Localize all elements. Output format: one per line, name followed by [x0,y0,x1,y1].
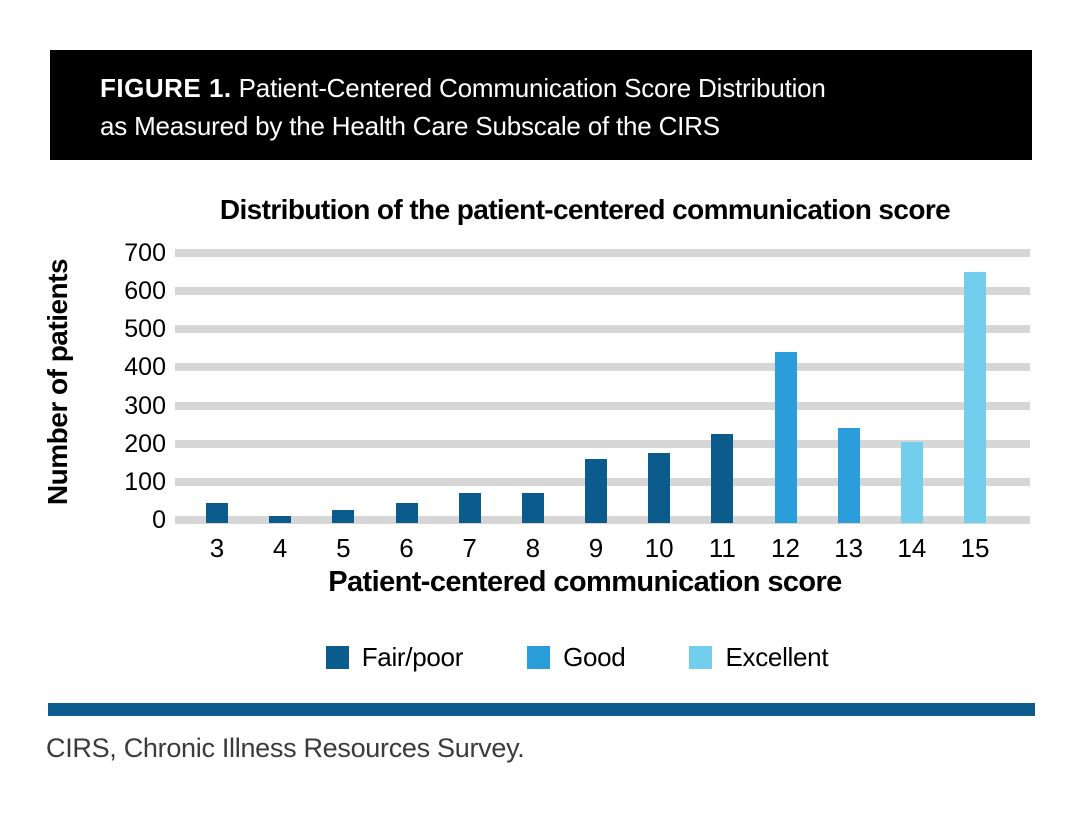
y-tick-label-500: 500 [124,315,166,344]
legend-item-excellent: Excellent [689,642,829,673]
y-tick-label-200: 200 [124,429,166,458]
gridline-500 [175,325,1030,334]
y-tick-label-0: 0 [152,506,166,534]
bottom-rule-divider [48,703,1035,716]
bar-score-6 [395,502,418,523]
gridline-400 [175,363,1030,372]
y-tick-label-700: 700 [124,239,166,267]
legend-label-excellent: Excellent [725,642,829,672]
bar-score-8 [521,493,544,523]
bar-score-15 [964,272,986,523]
y-tick-label-400: 400 [124,353,166,382]
figure-title-part1: Patient-Centered Communication Score Dis… [231,73,826,103]
figure-number-label: FIGURE 1. [100,73,232,103]
x-tick-label-7: 7 [462,533,477,563]
legend-item-fair-poor: Fair/poor [325,642,464,673]
bar-score-12 [774,352,797,523]
legend-swatch-excellent [689,646,713,669]
bar-score-5 [332,510,355,523]
x-tick-label-6: 6 [399,533,414,563]
legend-swatch-fair-poor [325,646,349,669]
legend-swatch-good [527,646,551,669]
chart-title: Distribution of the patient-centered com… [219,194,951,225]
gridline-300 [175,401,1030,410]
bar-score-13 [837,428,860,523]
bar-score-11 [711,434,734,523]
y-tick-label-300: 300 [124,391,166,420]
x-tick-label-4: 4 [272,533,288,563]
x-tick-label-15: 15 [960,533,990,563]
bar-score-10 [648,453,671,523]
x-axis-title: Patient-centered communication score [328,566,842,598]
gridline-200 [175,439,1030,448]
x-tick-label-13: 13 [834,533,864,563]
bar-score-3 [206,502,228,523]
bar-score-14 [900,441,923,523]
figure-title-part2: as Measured by the Health Care Subscale … [100,111,720,141]
x-tick-label-11: 11 [708,533,736,563]
footnote: CIRS, Chronic Illness Resources Survey. [46,733,525,763]
bar-score-7 [458,493,481,523]
x-tick-label-10: 10 [644,533,674,563]
y-tick-label-600: 600 [124,277,166,306]
bar-score-4 [269,516,292,523]
y-tick-label-100: 100 [124,467,166,496]
legend-item-good: Good [527,642,626,673]
x-tick-label-8: 8 [525,533,541,563]
x-tick-label-3: 3 [209,533,225,563]
gridline-600 [175,287,1030,296]
figure-header: FIGURE 1. Patient-Centered Communication… [50,50,1032,160]
x-tick-label-9: 9 [588,533,604,563]
bar-score-9 [585,458,607,523]
x-tick-label-5: 5 [336,533,351,563]
legend-label-fair-poor: Fair/poor [361,642,464,672]
gridline-700 [175,249,1030,257]
x-tick-label-14: 14 [897,533,927,563]
legend-label-good: Good [563,642,626,672]
figure-header-line1: FIGURE 1. Patient-Centered Communication… [100,69,1014,107]
x-tick-label-12: 12 [771,533,800,563]
chart-legend: Fair/poor Good Excellent [70,642,1084,673]
